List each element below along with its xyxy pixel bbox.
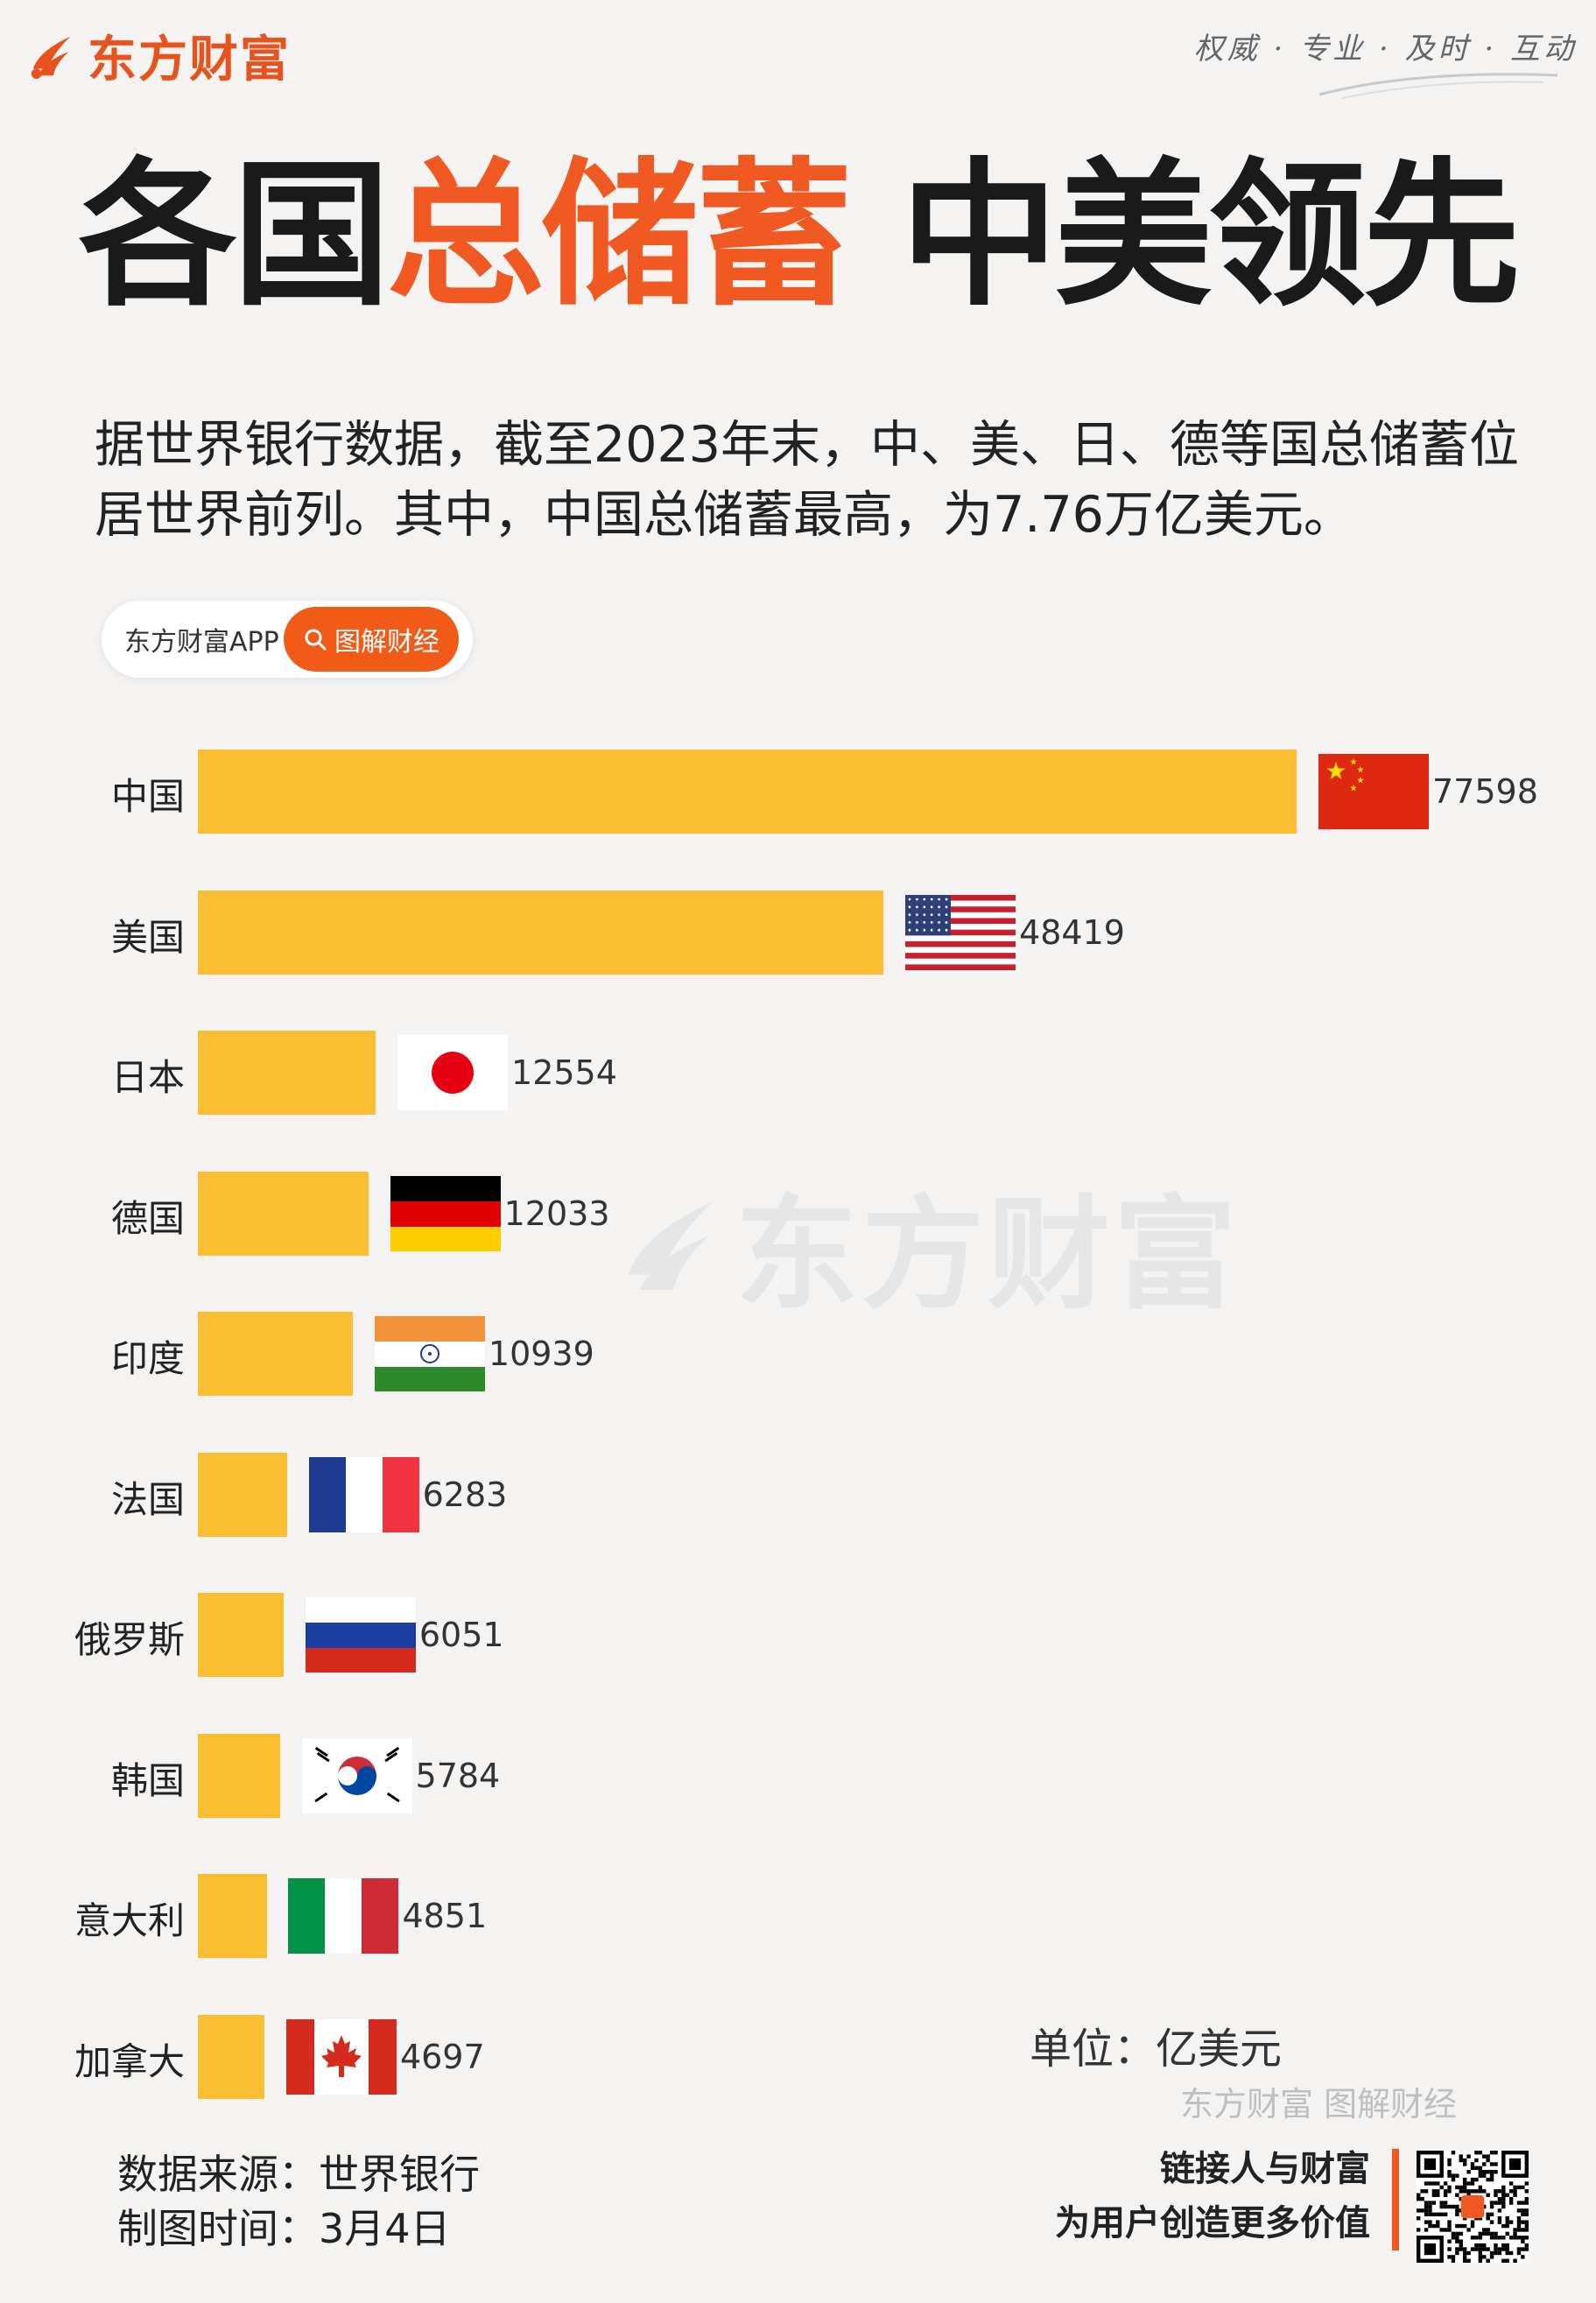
data-source: 数据来源：世界银行 <box>117 2151 480 2198</box>
bar <box>198 1312 353 1396</box>
value-label: 10939 <box>488 1335 594 1373</box>
qr-code-icon[interactable] <box>1417 2151 1529 2263</box>
brand-name: 东方财富 <box>88 31 291 88</box>
app-name-label: 东方财富APP <box>124 627 279 658</box>
category-label: 日本 <box>110 1056 185 1099</box>
topic-search-button[interactable]: 图解财经 <box>284 607 459 672</box>
category-label: 加拿大 <box>74 2039 185 2083</box>
country-flag-icon <box>285 2018 397 2095</box>
bar <box>198 750 1297 834</box>
brand-flame-icon <box>31 36 71 80</box>
category-label: 韩国 <box>110 1758 185 1802</box>
intro-text: 据世界银行数据，截至2023年末，中、美、日、德等国总储蓄位居世界前列。其中，中… <box>95 416 1520 544</box>
bar <box>198 1874 267 1958</box>
country-flag-icon <box>305 1597 416 1673</box>
country-flag-icon <box>301 1737 412 1814</box>
watermark: 东方财富 <box>613 1156 1240 1333</box>
bar-chart: 中国 77598 美国 48419 日本 12554 德国 12033 印度 10939 法国 628… <box>0 718 1596 2119</box>
page-title: 各国总储蓄 中美领先 <box>79 158 1521 315</box>
category-label: 法国 <box>110 1477 185 1521</box>
value-label: 4851 <box>402 1897 488 1935</box>
country-flag-icon <box>288 1878 399 1954</box>
title-part-3: 中美领先 <box>849 144 1521 327</box>
tagline-line-1: 链接人与财富 <box>1160 2149 1370 2189</box>
source-block: 数据来源：世界银行 制图时间：3月4日 <box>117 2147 480 2256</box>
category-label: 德国 <box>110 1196 185 1240</box>
search-icon <box>305 629 327 651</box>
watermark-text: 东方财富 <box>735 1184 1241 1327</box>
footer-brand-caption: 东方财富 图解财经 <box>1180 2085 1458 2123</box>
bar <box>198 1733 280 1818</box>
value-label: 48419 <box>1019 912 1125 952</box>
bar <box>198 1031 376 1115</box>
bar <box>198 1593 284 1677</box>
tagline-line-2: 为用户创造更多价值 <box>1055 2203 1370 2243</box>
tagline: 链接人与财富 为用户创造更多价值 <box>1055 2142 1370 2250</box>
chart-date: 制图时间：3月4日 <box>117 2205 451 2252</box>
category-label: 中国 <box>110 775 185 818</box>
category-label: 美国 <box>110 915 185 959</box>
category-label: 俄罗斯 <box>74 1618 185 1661</box>
bar <box>198 1452 287 1537</box>
slogan: 权威 · 专业 · 及时 · 互动 <box>1193 32 1577 67</box>
brand-logo: 东方财富 <box>26 25 315 88</box>
bar <box>198 890 884 975</box>
country-flag-icon <box>308 1456 419 1532</box>
title-part-1: 各国 <box>79 144 390 327</box>
app-search-pill[interactable]: 东方财富APP 图解财经 <box>102 601 473 678</box>
topic-label: 图解财经 <box>334 627 439 658</box>
value-label: 5784 <box>415 1756 501 1795</box>
value-label: 6051 <box>418 1616 504 1654</box>
bar <box>198 1171 369 1256</box>
category-label: 印度 <box>110 1337 185 1380</box>
country-flag-icon <box>390 1175 501 1251</box>
value-label: 6283 <box>422 1475 508 1514</box>
country-flag-icon <box>1318 754 1429 829</box>
value-label: 4697 <box>399 2037 485 2076</box>
slogan-swoosh-decoration <box>1318 73 1558 99</box>
category-label: 意大利 <box>74 1899 185 1942</box>
country-flag-icon <box>905 894 1016 970</box>
value-label: 12554 <box>511 1053 617 1092</box>
value-label: 12033 <box>503 1194 610 1233</box>
watermark-flame-icon <box>628 1202 712 1290</box>
country-flag-icon <box>397 1035 509 1110</box>
unit-label: 单位：亿美元 <box>1030 2025 1283 2074</box>
tagline-divider <box>1392 2149 1399 2250</box>
country-flag-icon <box>374 1316 485 1391</box>
title-highlight: 总储蓄 <box>387 144 853 327</box>
value-label: 77598 <box>1432 772 1538 811</box>
bar <box>198 2014 264 2099</box>
